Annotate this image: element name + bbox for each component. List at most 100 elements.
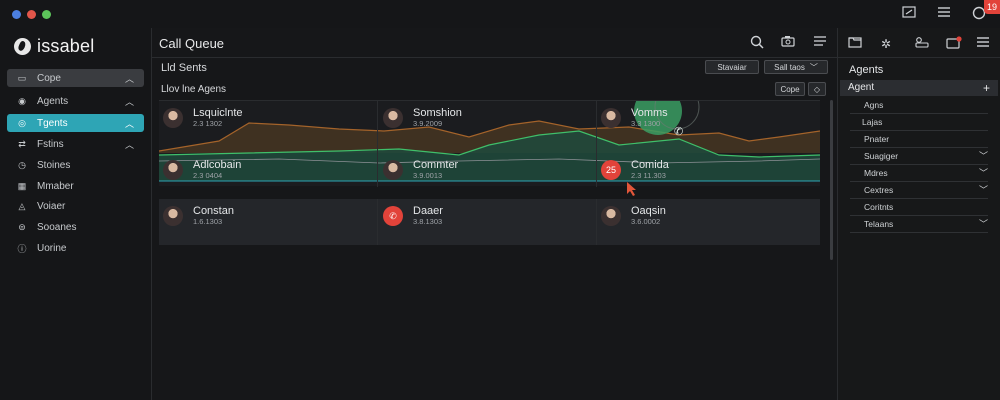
bell-icon: ◬ [18, 200, 26, 211]
agent-card[interactable]: 25 Comida 2.3 11.303 [601, 155, 669, 185]
window-icon[interactable] [900, 6, 918, 22]
sidebar-item-label: Stoines [37, 159, 71, 171]
search-icon[interactable] [749, 35, 765, 51]
cursor-icon [627, 182, 636, 196]
logo: issabel [14, 36, 94, 56]
menu-icon[interactable] [975, 36, 991, 52]
agent-card[interactable]: Lsquiclnte 2.3 1302 [163, 103, 243, 133]
avatar [601, 108, 621, 128]
agent-number: 3.6.0002 [631, 217, 661, 226]
grid-icon: ▦ [17, 180, 27, 191]
agent-name: Comida [631, 159, 669, 171]
contacts-icon[interactable] [914, 36, 930, 52]
agent-card[interactable]: Oaqsin 3.6.0002 [601, 201, 666, 231]
agent-name: Constan [193, 205, 234, 217]
sort-dropdown[interactable]: Sall taos ﹀ [764, 60, 828, 74]
agent-header-label: Agent [848, 82, 875, 93]
agent-icon: ◉ [18, 95, 26, 106]
avatar [163, 206, 183, 226]
camera-icon[interactable] [780, 35, 796, 51]
sidebar-item-label: Sooanes [37, 221, 77, 233]
diamond-icon: ◇ [813, 84, 821, 94]
agent-name: Vomms [631, 107, 668, 119]
target-icon: ◎ [18, 117, 26, 128]
sidebar-item-cope[interactable]: ▭ Cope ︿ [7, 69, 144, 87]
column-divider [377, 199, 378, 245]
sidebar-item-label: Uorine [37, 242, 67, 254]
agent-header[interactable]: Agent + [840, 80, 998, 96]
sidebar-item-label: Tgents [37, 117, 68, 129]
sidebar-item-uorine[interactable]: ⓘ Uorine [7, 239, 144, 257]
chevron-down-icon: ﹀ [978, 151, 988, 161]
avatar [601, 206, 621, 226]
right-list-item[interactable]: Mdres ﹀ [850, 165, 988, 182]
agent-card[interactable]: Vomms 3.3 1300 [601, 103, 668, 133]
agent-number: 3.9.2009 [413, 119, 443, 128]
agent-number: 3.9.0013 [413, 171, 443, 180]
right-list-item[interactable]: Agns [850, 97, 988, 114]
list-icon[interactable] [812, 35, 828, 51]
right-list-item[interactable]: Telaans ﹀ [850, 216, 988, 233]
header-divider [152, 57, 837, 58]
sidebar-item-fstins[interactable]: ⇄ Fstins ︿ [7, 135, 144, 153]
agent-card[interactable]: Commter 3.9.0013 [383, 155, 458, 185]
agent-card[interactable]: Adlcobain 2.3 0404 [163, 155, 241, 185]
sort-dropdown-label: Sall taos [774, 62, 805, 72]
avatar [163, 160, 183, 180]
page-title: Call Queue [159, 36, 225, 51]
agent-grid: Lsquiclnte 2.3 1302 Somshion 3.9.2009 Vomm… [159, 100, 820, 196]
right-list-item[interactable]: Cextres ﹀ [850, 182, 988, 199]
activity-graph [159, 101, 820, 182]
sidebar-item-mmaber[interactable]: ▦ Mmaber [7, 177, 144, 195]
right-list-item[interactable]: Pnater [850, 131, 988, 148]
window-maximize-dot[interactable] [42, 10, 51, 19]
agent-card[interactable]: Somshion 3.9.2009 [383, 103, 462, 133]
right-list-item[interactable]: Suagiger ﹀ [850, 148, 988, 165]
gear-icon[interactable]: ✲ [880, 37, 892, 51]
main-content: Call Queue Lld Sents Stavaiar Sall taos … [152, 28, 837, 400]
add-icon[interactable]: + [982, 81, 990, 95]
sidebar-item-label: Voiaer [37, 200, 66, 212]
column-divider [596, 101, 597, 187]
avatar [383, 108, 403, 128]
right-list-item[interactable]: Lajas [850, 114, 988, 131]
chevron-down-icon: ﹀ [978, 219, 988, 229]
sidebar-item-tgents[interactable]: ◎ Tgents ︿ [7, 114, 144, 132]
window-close-dot[interactable] [27, 10, 36, 19]
agent-card[interactable]: ✆ Daaer 3.8.1303 [383, 201, 443, 231]
sidebar-item-stoines[interactable]: ◷ Stoines [7, 156, 144, 174]
sidebar: issabel ▭ Cope ︿ ◉ Agents ︿ ◎ Tgents ︿ ⇄… [0, 28, 152, 400]
agent-number: 2.3 11.303 [631, 171, 666, 180]
right-list-item-label: Agns [864, 100, 884, 110]
right-list-item-label: Telaans [864, 219, 894, 229]
chevron-down-icon: ﹀ [978, 185, 988, 195]
agent-row: Constan 1.6.1303 ✆ Daaer 3.8.1303 Oaqsin 3.… [159, 199, 820, 245]
monitor-icon: ▭ [17, 72, 27, 83]
agent-card[interactable]: Constan 1.6.1303 [163, 201, 234, 231]
right-list-item[interactable]: Coritnts [850, 199, 988, 216]
logo-text: issabel [37, 35, 95, 56]
sidebar-item-sooanes[interactable]: ⊜ Sooanes [7, 218, 144, 236]
folder-icon[interactable] [847, 36, 863, 52]
window-dot-blue[interactable] [12, 10, 21, 19]
inbox-icon[interactable] [946, 36, 962, 52]
chevron-up-icon: ︿ [124, 119, 134, 129]
agent-name: Adlcobain [193, 159, 242, 171]
right-panel: ✲ Agents Agent + Agns Lajas Pnater Suagi… [837, 28, 1000, 400]
menu-icon[interactable] [935, 6, 953, 22]
agent-name: Somshion [413, 107, 462, 119]
sidebar-item-label: Cope [37, 72, 61, 84]
chevron-up-icon: ︿ [124, 97, 134, 107]
cope-button[interactable]: Cope [775, 82, 805, 96]
filter-button[interactable]: Stavaiar [705, 60, 759, 74]
sidebar-item-agents[interactable]: ◉ Agents ︿ [7, 92, 144, 110]
scrollbar[interactable] [830, 100, 833, 260]
phone-icon[interactable]: ✆ [674, 126, 684, 138]
agent-name: Daaer [413, 205, 443, 217]
settings-small-button[interactable]: ◇ [808, 82, 826, 96]
agent-number: 2.3 1302 [193, 119, 223, 128]
right-list-item-label: Lajas [862, 117, 883, 127]
notification-badge: 19 [984, 0, 1000, 14]
sidebar-item-voiaer[interactable]: ◬ Voiaer [7, 197, 144, 215]
